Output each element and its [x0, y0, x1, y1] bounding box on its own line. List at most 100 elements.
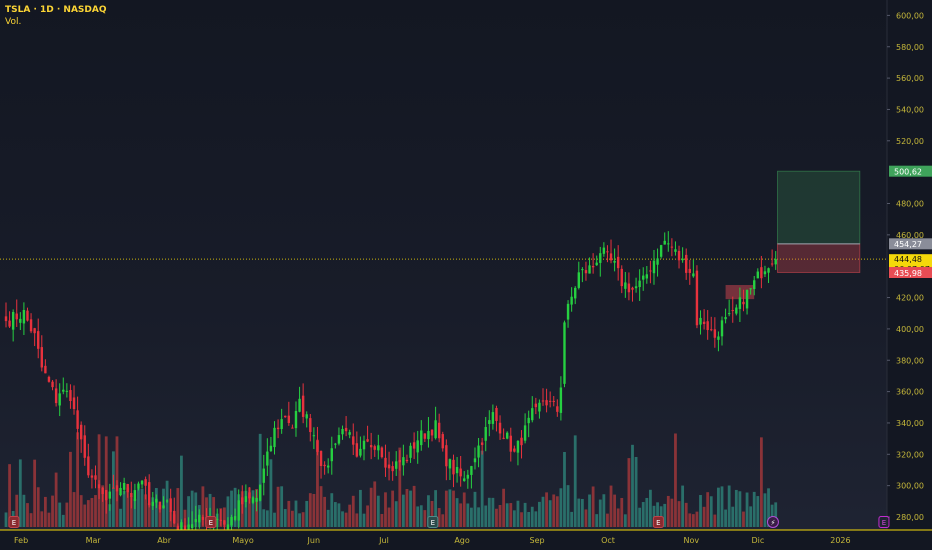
- candle: [570, 296, 573, 305]
- candle: [115, 485, 119, 492]
- candle: [58, 393, 61, 406]
- candle: [377, 445, 380, 451]
- candle: [602, 247, 606, 254]
- candle: [581, 269, 584, 271]
- volume-bar: [301, 512, 305, 527]
- volume-bar: [591, 486, 595, 527]
- candle: [409, 445, 412, 458]
- candle: [287, 415, 291, 423]
- volume-bar: [137, 488, 140, 527]
- candle: [620, 268, 623, 287]
- candle: [316, 439, 319, 452]
- volume-bar: [72, 492, 76, 527]
- candle: [552, 400, 555, 402]
- candle: [566, 303, 570, 320]
- candle: [745, 289, 749, 309]
- volume-bar: [376, 495, 380, 527]
- candle: [148, 482, 151, 506]
- time-tick-label: Feb: [14, 536, 28, 545]
- candle: [19, 318, 22, 323]
- stop-zone: [777, 243, 861, 273]
- candle: [133, 490, 137, 502]
- time-tick-label: Sep: [530, 536, 545, 545]
- volume-bar: [699, 495, 702, 527]
- volume-bar: [58, 502, 62, 527]
- candle: [727, 313, 731, 315]
- volume-bar: [623, 514, 627, 527]
- candle: [685, 254, 688, 273]
- price-tick-label: 380,00: [896, 356, 924, 365]
- price-axis: 600,00 580,00 560,00 540,00 520,00 480,00 460,…: [887, 11, 924, 522]
- price-tick-label: 580,00: [896, 43, 924, 52]
- volume-bar: [767, 488, 770, 527]
- candle: [198, 514, 201, 523]
- candle: [62, 389, 65, 392]
- candle: [749, 288, 752, 290]
- volume-bar: [462, 492, 466, 527]
- stop-price-label-bg: [889, 267, 932, 279]
- candle: [659, 245, 663, 257]
- volume-bar: [745, 492, 749, 527]
- candle: [312, 435, 316, 437]
- candle: [373, 446, 376, 450]
- candle: [248, 492, 251, 499]
- volume-bar: [588, 494, 591, 527]
- candle: [531, 408, 534, 421]
- volume-bar: [731, 506, 735, 527]
- candle: [233, 516, 237, 520]
- volume-bar: [158, 504, 162, 527]
- candle: [652, 260, 656, 274]
- volume-bar: [18, 459, 22, 527]
- time-tick-label: Oct: [601, 536, 615, 545]
- volume-bar: [323, 496, 327, 527]
- volume-bar: [401, 494, 405, 527]
- candle: [8, 320, 11, 327]
- candle: [37, 331, 40, 349]
- candle: [634, 286, 638, 289]
- candle: [158, 501, 162, 510]
- volume-bar: [663, 503, 667, 527]
- price-tick-label: 520,00: [896, 137, 924, 146]
- candle: [366, 439, 369, 442]
- candle: [355, 443, 359, 457]
- candle: [584, 270, 588, 274]
- volume-bar: [606, 513, 609, 527]
- volume-bar: [47, 512, 51, 527]
- time-axis-panel: [0, 530, 932, 550]
- volume-bar: [212, 497, 216, 527]
- candle: [731, 310, 734, 312]
- volume-bar: [666, 495, 670, 527]
- candle: [255, 497, 258, 502]
- candle: [173, 510, 176, 524]
- volume-bar: [627, 458, 631, 527]
- candle: [760, 267, 763, 279]
- volume-bar: [126, 487, 130, 527]
- candle: [495, 407, 498, 422]
- volume-bar: [391, 490, 395, 527]
- candle: [44, 365, 47, 374]
- candle: [706, 321, 709, 331]
- volume-bar: [355, 513, 359, 527]
- candle: [663, 240, 666, 245]
- candle: [702, 321, 706, 325]
- entry-price-label-bg: [889, 238, 932, 250]
- volume-bar: [649, 489, 652, 527]
- candle: [241, 497, 244, 505]
- volume-bar: [265, 510, 269, 527]
- volume-bar: [631, 444, 634, 527]
- candle: [190, 524, 194, 529]
- price-tick-label: 540,00: [896, 105, 924, 114]
- volume-bars: [4, 432, 778, 527]
- candle: [445, 445, 448, 467]
- candle: [591, 265, 595, 268]
- time-axis: Feb Mar Abr Mayo Jun Jul Ago Sep Oct Nov Dic 2026: [14, 536, 851, 545]
- volume-bar: [312, 493, 316, 527]
- volume-bar: [520, 512, 523, 527]
- target-price-label: 500,62: [894, 167, 922, 176]
- volume-bar: [190, 490, 194, 527]
- target-price-label-bg: [889, 165, 932, 177]
- candle: [667, 243, 670, 245]
- volume-bar: [384, 492, 387, 527]
